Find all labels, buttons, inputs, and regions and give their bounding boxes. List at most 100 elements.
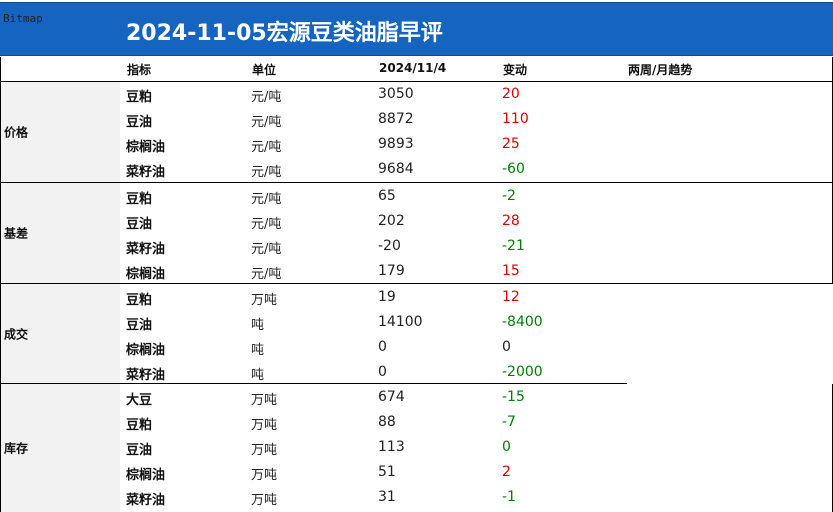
category-cell: 成交 [0,284,120,383]
indicator-name: 豆油 [126,318,153,333]
value-cell: 88 [378,414,396,430]
unit-cell: 元/吨 [251,90,282,105]
unit-cell: 吨 [251,318,265,333]
change-cell: -15 [502,389,525,405]
table-row: 豆粕 元/吨 65 -2 [0,184,833,209]
section-3: 库存 大豆 万吨 674 -15 豆粕 万吨 88 -7 豆油 万吨 113 0 棕榈油 万吨 51 2 菜籽油万… [0,384,833,512]
table-row: 豆油 万吨 113 0 [0,435,833,460]
value-cell: 8872 [378,111,414,127]
section-1: 基差 豆粕 元/吨 65 -2 豆油 元/吨 202 28 菜籽油 元/吨 -20 -21 棕榈油 元/吨 1… [0,183,833,284]
unit-cell: 元/吨 [251,267,282,282]
value-cell: 9684 [378,161,414,177]
header-change: 变动 [503,63,528,77]
section-0: 价格 豆粕 元/吨 3050 20 豆油 元/吨 8872 110 棕榈油 元/吨 9893 25 菜籽油… [0,82,833,183]
header-indicator: 指标 [127,63,152,77]
indicator-name: 菜籽油 [126,368,166,383]
category-label: 库存 [4,441,29,456]
change-cell: 15 [502,263,520,279]
change-cell: 28 [502,213,520,229]
unit-cell: 元/吨 [251,115,282,130]
change-cell: -8400 [502,314,543,330]
indicator-name: 豆油 [126,443,153,458]
table-row: 菜籽油 吨 0 -2000 [0,360,833,385]
change-cell: 2 [502,464,511,480]
change-cell: -2 [502,188,516,204]
bitmap-label: Bitmap [3,12,43,25]
change-cell: 12 [502,289,520,305]
section-2: 成交 豆粕 万吨 19 12 豆油吨 14100 -8400 棕榈油吨 0 0 菜籽油吨 0 -2000 [0,284,627,384]
indicator-name: 菜籽油 [126,165,166,180]
value-cell: 113 [378,439,405,455]
table-row: 大豆 万吨 674 -15 [0,385,833,410]
value-cell: 674 [378,389,405,405]
indicator-name: 大豆 [126,393,153,408]
unit-cell: 万吨 [251,443,278,458]
table-row: 棕榈油 元/吨 179 15 [0,259,833,284]
value-cell: -20 [378,238,401,254]
value-cell: 0 [378,339,387,355]
table-row: 豆粕 万吨 88 -7 [0,410,833,435]
title-banner: 2024-11-05宏源豆类油脂早评 [0,2,833,56]
unit-cell: 万吨 [251,393,278,408]
table-row: 豆油 元/吨 202 28 [0,209,833,234]
indicator-name: 豆油 [126,217,153,232]
indicator-name: 棕榈油 [126,468,166,483]
unit-cell: 万吨 [251,293,278,308]
value-cell: 51 [378,464,396,480]
change-cell: -1 [502,489,516,505]
change-cell: 20 [502,86,520,102]
change-cell: 110 [502,111,529,127]
unit-cell: 万吨 [251,468,278,483]
unit-cell: 元/吨 [251,140,282,155]
header-unit: 单位 [252,63,277,77]
unit-cell: 元/吨 [251,192,282,207]
category-label: 成交 [4,327,29,341]
change-cell: -60 [502,161,525,177]
value-cell: 31 [378,489,396,505]
unit-cell: 万吨 [251,418,278,433]
table-header: 指标 单位 2024/11/4 变动 两周/月趋势 [0,57,833,82]
unit-cell: 吨 [251,368,265,383]
change-cell: -21 [502,238,525,254]
unit-cell: 万吨 [251,493,278,508]
indicator-name: 棕榈油 [126,267,166,282]
indicator-name: 菜籽油 [126,493,166,508]
unit-cell: 元/吨 [251,242,282,257]
category-cell: 价格 [0,82,120,182]
indicator-name: 菜籽油 [126,242,166,257]
value-cell: 0 [378,364,387,380]
indicator-name: 豆粕 [126,192,153,207]
header-date: 2024/11/4 [379,61,447,75]
change-cell: -7 [502,414,516,430]
value-cell: 19 [378,289,396,305]
category-label: 价格 [4,125,29,140]
table-row: 棕榈油 吨 0 0 [0,335,833,360]
table-row: 菜籽油 元/吨 -20 -21 [0,234,833,259]
change-cell: 0 [502,439,511,455]
indicator-name: 棕榈油 [126,140,166,155]
value-cell: 9893 [378,136,414,152]
table-row: 豆油 吨 14100 -8400 [0,310,833,335]
table-row: 棕榈油 万吨 51 2 [0,460,833,485]
indicator-name: 棕榈油 [126,343,166,358]
value-cell: 65 [378,188,396,204]
table-row: 棕榈油 元/吨 9893 25 [0,132,833,157]
change-cell: 0 [502,339,511,355]
change-cell: -2000 [502,364,543,380]
indicator-name: 豆粕 [126,418,153,433]
unit-cell: 元/吨 [251,217,282,232]
category-label: 基差 [4,226,29,241]
unit-cell: 元/吨 [251,165,282,180]
table-row: 豆油 元/吨 8872 110 [0,107,833,132]
indicator-name: 豆油 [126,115,153,130]
indicator-name: 豆粕 [126,293,153,308]
value-cell: 14100 [378,314,423,330]
report-title: 2024-11-05宏源豆类油脂早评 [126,21,443,46]
change-cell: 25 [502,136,520,152]
table-row: 豆粕 元/吨 3050 20 [0,82,833,107]
table-row: 豆粕 万吨 19 12 [0,285,833,310]
table-row: 菜籽油 万吨 31 -1 [0,485,833,510]
value-cell: 202 [378,213,405,229]
value-cell: 3050 [378,86,414,102]
table-row: 菜籽油 元/吨 9684 -60 [0,157,833,182]
